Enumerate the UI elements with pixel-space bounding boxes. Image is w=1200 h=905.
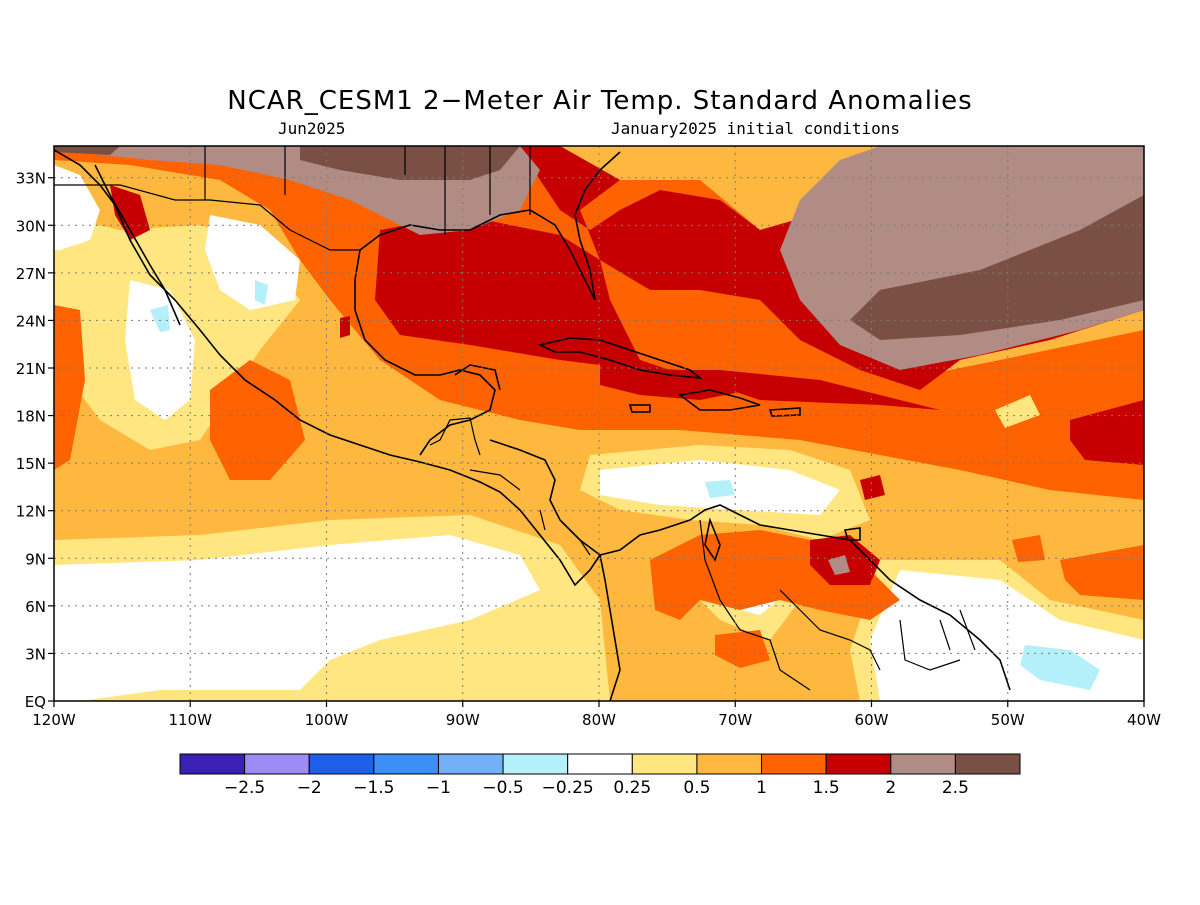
colorbar-swatch (179, 753, 246, 775)
field-brown-dark (54, 146, 120, 155)
lon-label: 60W (855, 711, 889, 729)
longitude-labels: 120W 110W 100W 90W 80W 70W 60W 50W 40W (32, 701, 1161, 729)
field-cyan (150, 305, 170, 332)
anomaly-field (54, 146, 1144, 701)
country-borders (54, 146, 976, 691)
coastline-puerto-rico (768, 407, 801, 417)
lat-label: 30N (16, 217, 46, 235)
colorbar-swatch (502, 753, 569, 775)
field-white (54, 165, 100, 250)
field-brown-dark (300, 146, 520, 180)
border-guatemala (429, 417, 481, 456)
lon-label: 110W (169, 711, 213, 729)
lat-label: 33N (16, 170, 46, 188)
colorbar-swatch (308, 753, 375, 775)
colorbar-swatch (567, 753, 633, 775)
colorbar-swatch (761, 753, 827, 775)
colorbar-swatch (631, 753, 698, 775)
lon-label: 90W (446, 711, 480, 729)
colorbar-swatch (825, 753, 892, 775)
lat-label: 9N (25, 550, 46, 568)
field-orange (1012, 535, 1045, 562)
lat-label: 24N (16, 312, 46, 330)
field-orange (715, 630, 770, 668)
field-red (340, 316, 350, 338)
colorbar-swatch (954, 753, 1021, 775)
colorbar-label: 0.25 (613, 778, 651, 798)
field-red (375, 215, 940, 410)
lon-label: 100W (305, 711, 349, 729)
lat-label: 27N (16, 265, 46, 283)
colorbar-label: 1 (756, 778, 767, 798)
field-brown-light (828, 555, 850, 575)
colorbar-swatch (890, 753, 956, 775)
colorbar-swatch (437, 753, 504, 775)
gridlines (54, 146, 1144, 701)
lat-label: 15N (16, 455, 46, 473)
valid-month-label: Jun2025 (278, 119, 346, 138)
lon-label: 50W (991, 711, 1025, 729)
colorbar-label: 1.5 (813, 778, 840, 798)
colorbar-label: −0.25 (542, 778, 594, 798)
border-us-mexico (54, 184, 360, 251)
field-red (1070, 400, 1144, 465)
colorbar-label: −0.5 (482, 778, 523, 798)
field-cyan (705, 480, 735, 498)
lon-label: 40W (1127, 711, 1161, 729)
coastline-baja (94, 164, 181, 326)
field-orange (1060, 545, 1144, 600)
colorbar-swatch (373, 753, 439, 775)
coastline-north-america-pacific (54, 149, 601, 587)
coastline-maracaibo (704, 517, 721, 562)
field-white (54, 535, 540, 701)
lat-label: 18N (16, 408, 46, 426)
lon-label: 120W (32, 711, 76, 729)
field-red (110, 185, 150, 240)
lat-label: EQ (25, 693, 46, 711)
colorbar-label: 0.5 (683, 778, 710, 798)
field-white (125, 280, 195, 420)
field-yellow (995, 395, 1040, 428)
lon-label: 80W (582, 711, 616, 729)
coastline-cuba (537, 337, 703, 380)
colorbar-label: −2.5 (224, 778, 265, 798)
lat-label: 6N (25, 598, 46, 616)
lon-label: 70W (718, 711, 752, 729)
border-south-america (699, 519, 976, 691)
border-states (204, 146, 531, 235)
colorbar-labels: −2.5 −2 −1.5 −1 −0.5 −0.25 0.25 0.5 1 1.5 2 2.5 (224, 778, 969, 798)
coastlines (54, 149, 1011, 701)
field-white (205, 215, 300, 310)
lat-label: 21N (16, 360, 46, 378)
lat-label: 12N (16, 503, 46, 521)
field-cyan (1020, 645, 1100, 690)
lat-label: 3N (25, 645, 46, 663)
coastline-hispaniola (678, 389, 761, 411)
colorbar-label: −2 (297, 778, 322, 798)
coastline-mexico-gulf (354, 249, 496, 456)
colorbar-swatch (244, 753, 310, 775)
colorbar-label: −1 (426, 778, 451, 798)
colorbar-label: −1.5 (353, 778, 394, 798)
border-central-america (469, 469, 591, 556)
coastline-gulf-mexico (359, 151, 621, 301)
field-cyan (255, 280, 268, 305)
field-orange (54, 305, 85, 470)
colorbar-swatch (696, 753, 763, 775)
coastline-jamaica (628, 404, 651, 413)
coastline-south-america-pacific (599, 554, 621, 701)
colorbar-label: 2.5 (942, 778, 969, 798)
colorbar-label: 2 (885, 778, 896, 798)
coastline-central-america-caribbean (489, 439, 1011, 691)
latitude-labels: EQ 3N 6N 9N 12N 15N 18N 21N 24N 27N 30N 33N (16, 170, 54, 711)
initial-conditions-label: January2025 initial conditions (611, 119, 900, 138)
field-brown-dark (850, 195, 1144, 340)
coastline-trinidad (843, 527, 861, 541)
chart-title: NCAR_CESM1 2−Meter Air Temp. Standard An… (227, 86, 973, 116)
field-orange (210, 360, 305, 480)
field-red (860, 475, 885, 500)
colorbar (179, 753, 1021, 775)
